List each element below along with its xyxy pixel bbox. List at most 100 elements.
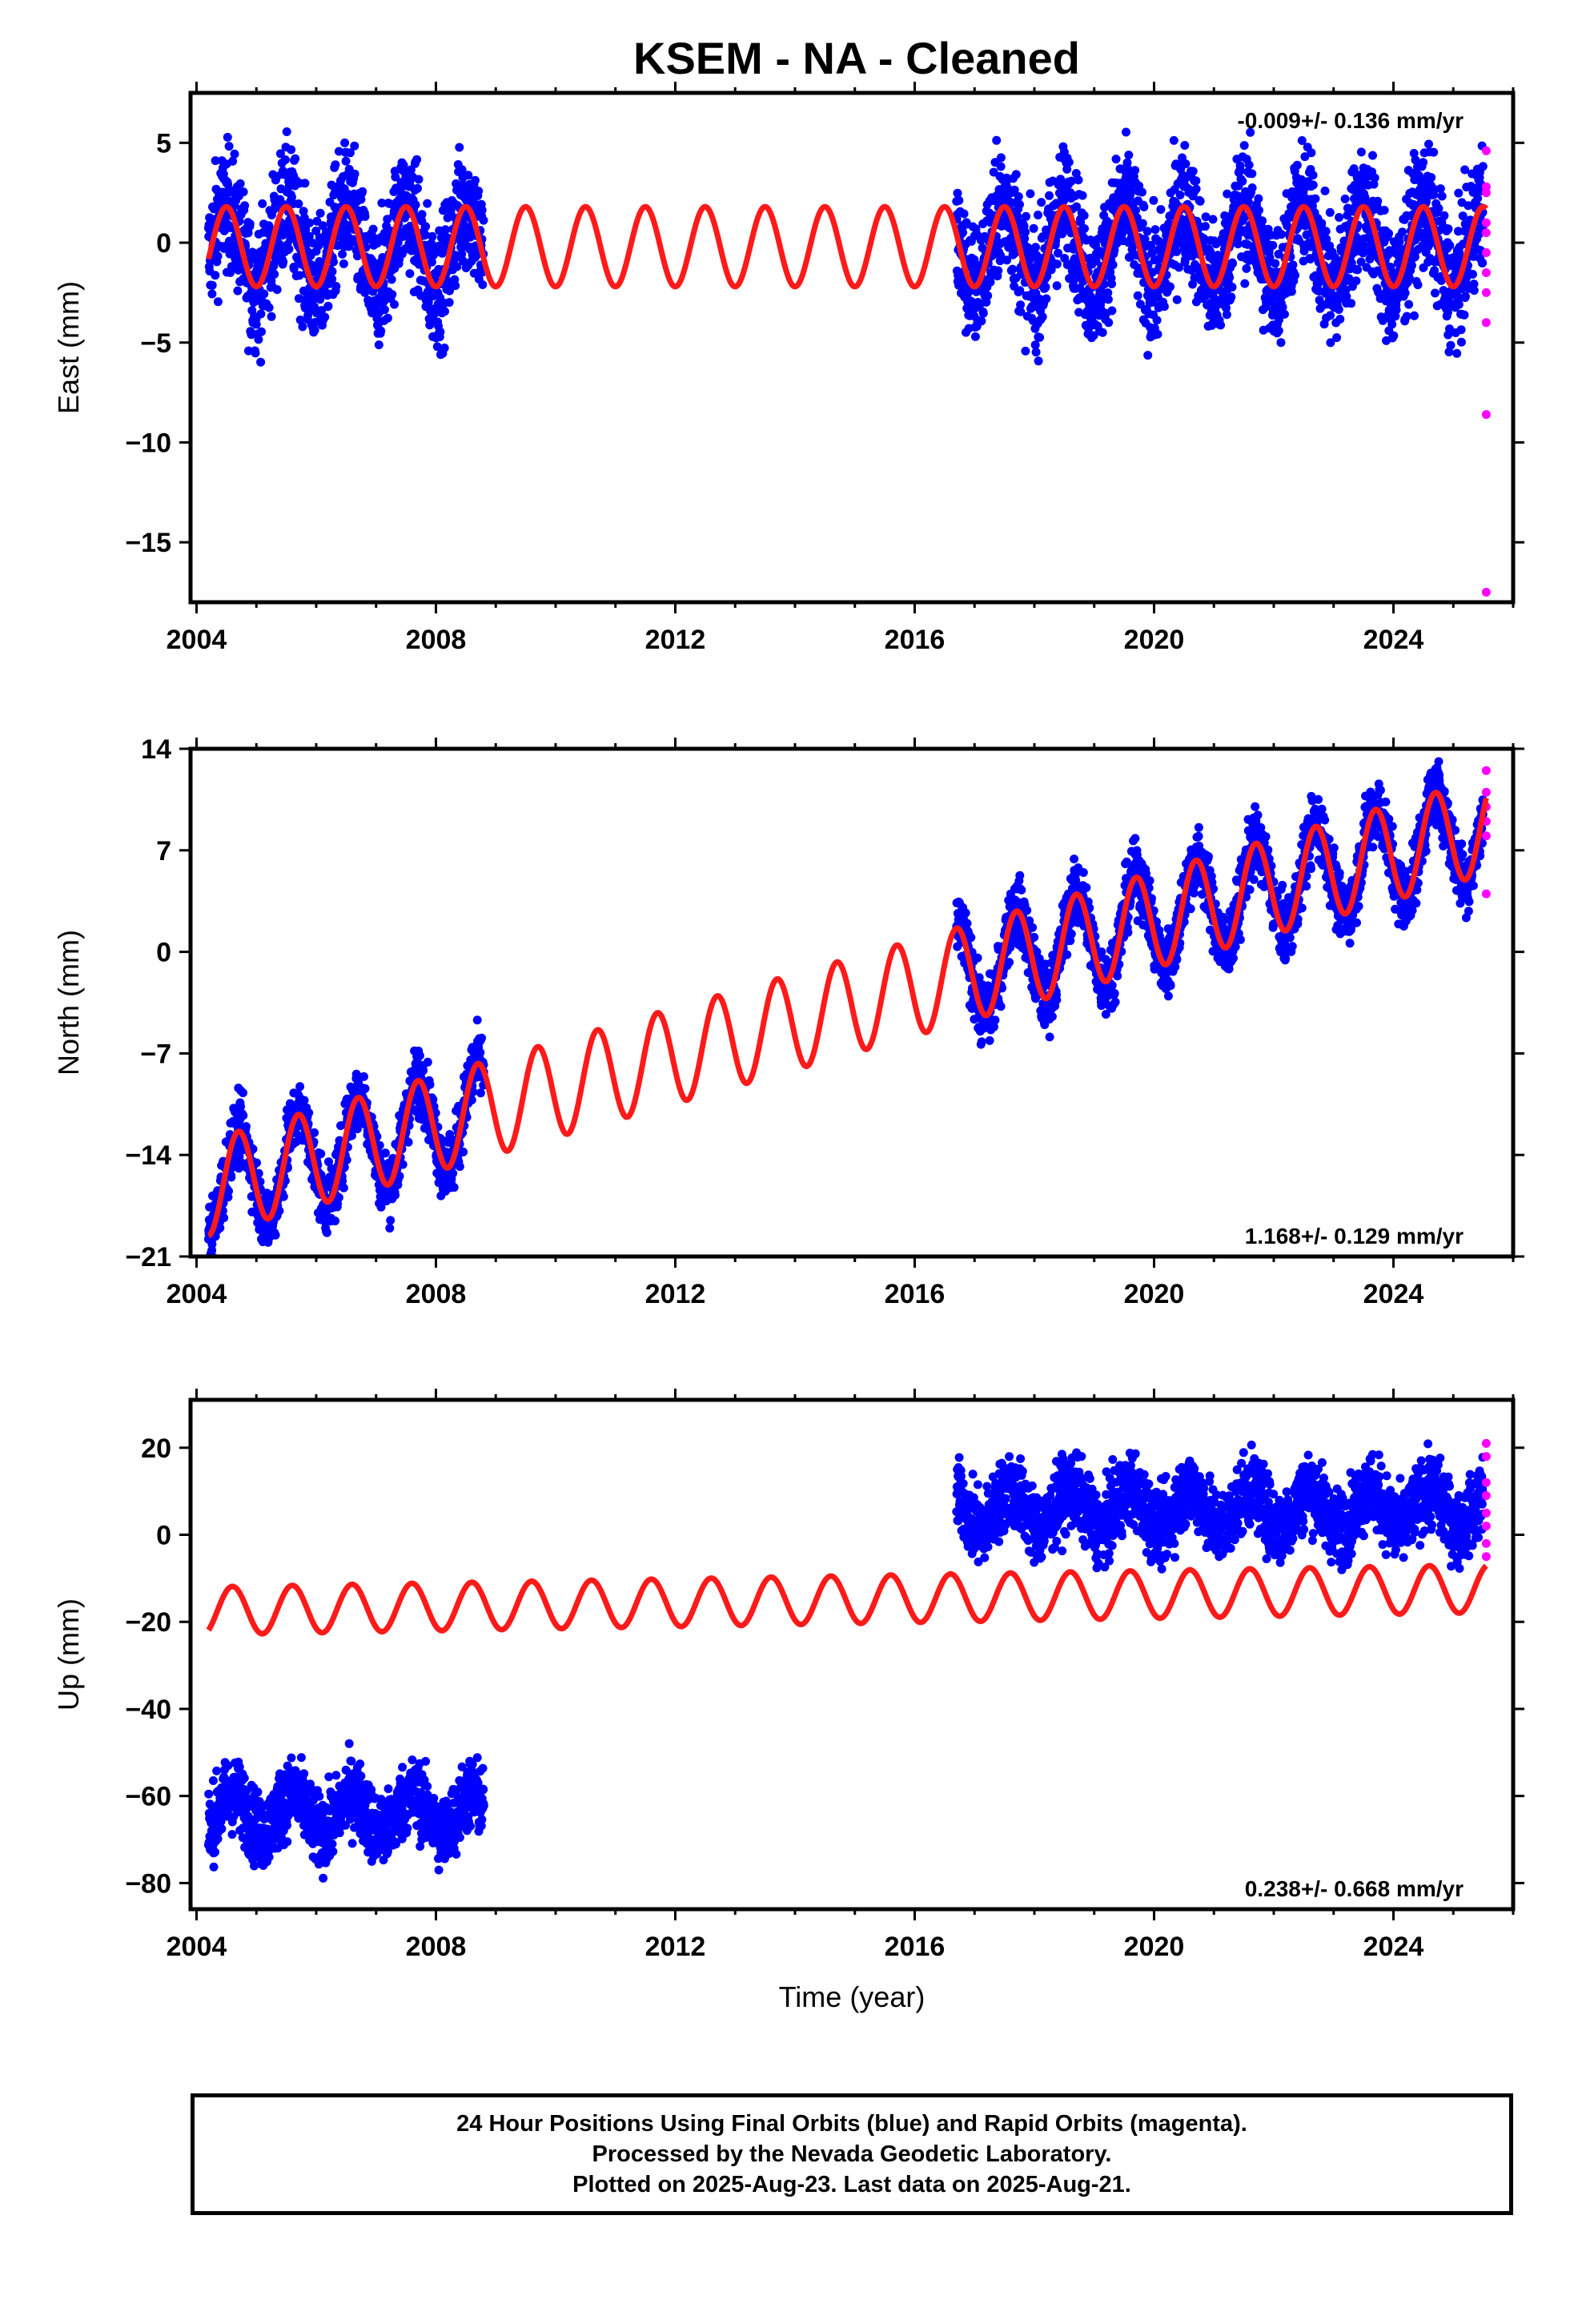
data-point [1191, 184, 1201, 194]
data-point [1452, 348, 1462, 358]
data-point [376, 1202, 386, 1212]
data-point [1411, 155, 1420, 165]
data-point [1468, 270, 1477, 279]
data-point [1254, 194, 1263, 203]
data-point [1135, 300, 1145, 309]
rapid-point [1481, 588, 1491, 597]
data-point [1015, 870, 1025, 880]
data-point [1233, 239, 1243, 249]
data-point [1378, 316, 1387, 325]
data-point [380, 1148, 390, 1158]
data-point [1429, 147, 1439, 157]
data-point [954, 195, 964, 205]
data-point [1180, 255, 1190, 264]
model-curve [206, 203, 1489, 290]
data-point [1022, 906, 1032, 915]
data-point [295, 1082, 305, 1092]
data-point [207, 280, 217, 290]
data-point [414, 175, 424, 184]
data-point [476, 1047, 485, 1057]
data-point [986, 277, 995, 287]
data-point [1429, 184, 1439, 194]
data-point [1014, 192, 1023, 201]
data-point [1427, 173, 1436, 183]
data-point [1201, 222, 1210, 231]
data-point [1410, 252, 1419, 262]
data-point [331, 282, 341, 291]
data-point [1288, 260, 1298, 270]
data-point [1138, 219, 1147, 228]
data-point [239, 1111, 248, 1120]
y-tick-label: −5 [140, 328, 171, 359]
data-point [457, 249, 467, 259]
data-point [1172, 247, 1182, 256]
data-point [291, 154, 300, 163]
data-point [331, 160, 340, 170]
data-point [1307, 201, 1317, 211]
data-point [1384, 229, 1393, 238]
data-point [310, 325, 319, 335]
data-point [471, 175, 480, 185]
data-point [1052, 259, 1062, 269]
data-point [287, 192, 296, 202]
data-point [1300, 152, 1310, 162]
data-point [1268, 240, 1278, 250]
data-point [1034, 356, 1043, 366]
data-point [1437, 191, 1447, 201]
data-point [1359, 248, 1367, 258]
data-point [1391, 305, 1401, 315]
data-point [1274, 249, 1283, 259]
data-point [289, 264, 299, 274]
data-point [1142, 227, 1152, 236]
data-point [1456, 325, 1466, 335]
data-point [1002, 173, 1011, 183]
data-point [1201, 212, 1211, 222]
data-point [375, 1140, 384, 1150]
data-point [1317, 219, 1327, 228]
data-point [380, 305, 389, 315]
data-point [406, 235, 416, 244]
data-point [977, 1037, 986, 1047]
data-point [445, 1130, 455, 1139]
data-point [1011, 170, 1021, 179]
data-point [1444, 348, 1454, 356]
data-point [254, 335, 263, 344]
data-point [360, 211, 370, 221]
data-point [1343, 211, 1352, 220]
data-point [1326, 311, 1335, 320]
data-point [1122, 127, 1130, 137]
data-point [1473, 194, 1483, 203]
data-point [1460, 310, 1469, 320]
data-point [1461, 292, 1470, 301]
data-point [339, 1183, 348, 1192]
data-point [415, 1051, 424, 1060]
data-point [271, 1230, 280, 1240]
data-point [1311, 194, 1320, 203]
data-point [1045, 191, 1054, 200]
data-point [432, 342, 442, 352]
data-point [1413, 280, 1423, 290]
data-point [211, 271, 220, 280]
data-point [1297, 136, 1307, 145]
data-point [1356, 147, 1366, 157]
data-point [323, 301, 333, 311]
data-point [1344, 274, 1354, 283]
data-point [425, 1080, 435, 1089]
data-point [1022, 211, 1030, 221]
data-point [387, 290, 397, 300]
data-point [1222, 310, 1231, 320]
data-point [996, 251, 1006, 260]
plot-frame [188, 90, 1516, 605]
data-point [431, 247, 440, 257]
data-point [996, 1002, 1006, 1011]
data-point [256, 309, 266, 319]
data-point [235, 179, 245, 188]
data-point [959, 209, 969, 219]
x-tick-label: 2016 [885, 625, 946, 655]
data-point [1156, 205, 1166, 214]
data-point [1030, 340, 1040, 350]
data-point [958, 228, 968, 237]
data-point [240, 201, 250, 211]
data-point [1291, 271, 1300, 280]
data-point [305, 218, 315, 227]
